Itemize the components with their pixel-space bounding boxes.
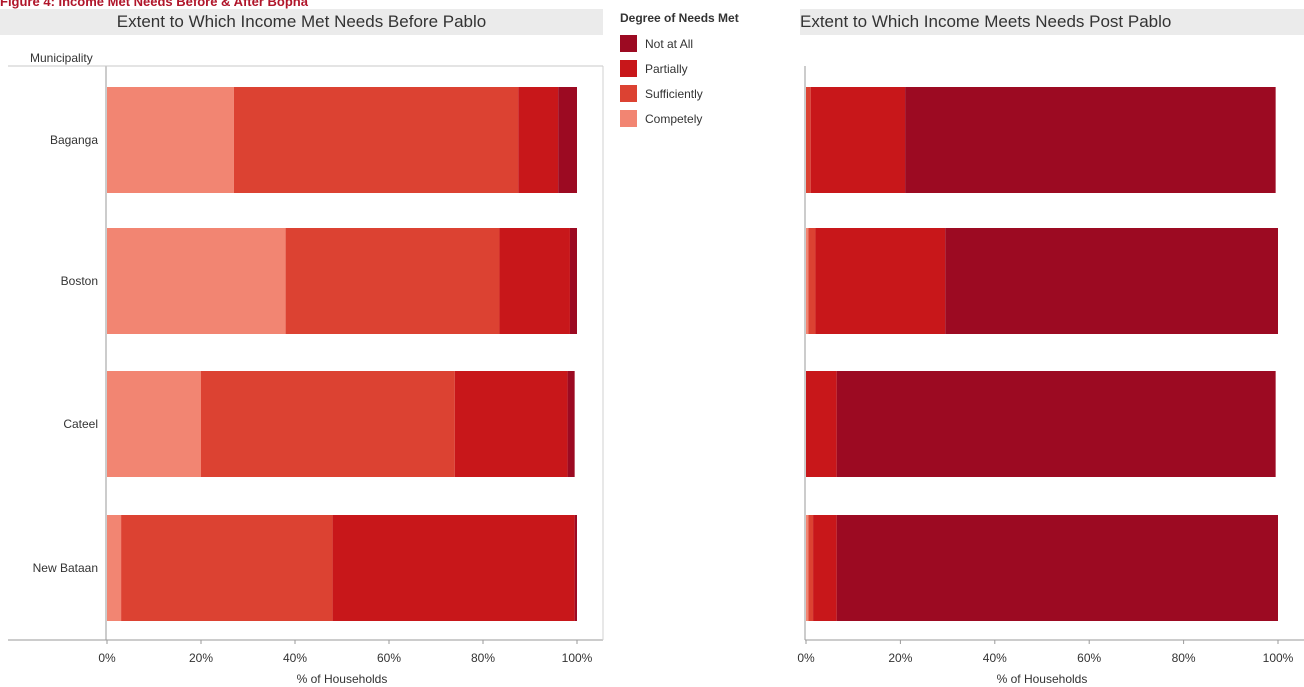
legend-item-not-at-all[interactable]: Not at All	[620, 31, 739, 56]
bar-segment-new-bataan-not-at-all	[574, 515, 577, 621]
bar-segment-baganga-partially	[810, 87, 906, 193]
figure-title: Figure 4: Income Met Needs Before & Afte…	[0, 0, 308, 9]
bar-segment-boston-not-at-all	[569, 228, 577, 334]
left-chart-title: Extent to Which Income Met Needs Before …	[0, 9, 603, 35]
x-tick-label: 40%	[283, 651, 307, 665]
before-chart: Baganga Boston Cateel New Bataan 0% 20% 40% 60%…	[8, 65, 604, 686]
x-tick-label: 80%	[1172, 651, 1196, 665]
legend-label: Not at All	[645, 36, 694, 51]
bar-segment-new-bataan-partially	[332, 515, 575, 621]
bar-segment-boston-sufficiently	[285, 228, 500, 334]
legend-item-partially[interactable]: Partially	[620, 56, 739, 81]
bar-segment-baganga-partially	[518, 87, 559, 193]
x-axis-title: % of Households	[297, 672, 388, 686]
bar-segment-new-bataan-sufficiently	[121, 515, 333, 621]
bar-segment-new-bataan-partially	[813, 515, 837, 621]
bar-segment-boston-competely	[806, 228, 809, 334]
bar-segment-new-bataan-competely	[107, 515, 122, 621]
x-tick-label: 0%	[98, 651, 116, 665]
bar-segment-boston-competely	[107, 228, 286, 334]
bar-segment-cateel-sufficiently	[201, 371, 455, 477]
category-label: Boston	[61, 274, 98, 288]
legend-swatch	[620, 85, 637, 102]
bar-segment-cateel-competely	[107, 371, 201, 477]
x-tick-label: 100%	[1263, 651, 1294, 665]
bar-segment-baganga-not-at-all	[905, 87, 1276, 193]
legend-label: Sufficiently	[645, 86, 703, 101]
x-axis-title: % of Households	[997, 672, 1088, 686]
bar-segment-cateel-partially	[806, 371, 837, 477]
bar-segment-cateel-partially	[454, 371, 568, 477]
x-tick-label: 20%	[189, 651, 213, 665]
bar-segment-boston-sufficiently	[808, 228, 816, 334]
legend-item-competely[interactable]: Competely	[620, 106, 739, 131]
x-tick-label: 60%	[1077, 651, 1101, 665]
bar-segment-baganga-competely	[107, 87, 234, 193]
bar-segment-baganga-not-at-all	[558, 87, 577, 193]
legend-title: Degree of Needs Met	[620, 11, 739, 25]
bar-segment-new-bataan-not-at-all	[836, 515, 1278, 621]
legend-swatch	[620, 110, 637, 127]
x-tick-label: 100%	[562, 651, 593, 665]
legend-swatch	[620, 35, 637, 52]
legend-label: Competely	[645, 111, 703, 126]
x-tick-label: 40%	[983, 651, 1007, 665]
legend-label: Partially	[645, 61, 688, 76]
bar-segment-baganga-sufficiently	[233, 87, 519, 193]
municipality-axis-header: Municipality	[30, 51, 93, 65]
legend-item-sufficiently[interactable]: Sufficiently	[620, 81, 739, 106]
bar-segment-boston-partially	[815, 228, 946, 334]
category-label: Cateel	[63, 417, 98, 431]
legend: Degree of Needs Met Not at All Partially…	[620, 11, 739, 131]
x-tick-label: 80%	[471, 651, 495, 665]
after-chart: 0% 20% 40% 60% 80% 100% % of Households	[797, 66, 1304, 686]
bar-segment-boston-partially	[499, 228, 570, 334]
legend-swatch	[620, 60, 637, 77]
category-label: Baganga	[50, 133, 98, 147]
x-tick-label: 20%	[888, 651, 912, 665]
bar-segment-cateel-not-at-all	[836, 371, 1276, 477]
bar-segment-cateel-not-at-all	[567, 371, 575, 477]
x-tick-label: 60%	[377, 651, 401, 665]
category-label: New Bataan	[33, 561, 98, 575]
bar-segment-new-bataan-sufficiently	[808, 515, 814, 621]
bar-segment-new-bataan-competely	[806, 515, 809, 621]
right-chart-title: Extent to Which Income Meets Needs Post …	[800, 9, 1304, 35]
bar-segment-boston-not-at-all	[945, 228, 1278, 334]
bar-segment-baganga-sufficiently	[806, 87, 811, 193]
x-tick-label: 0%	[797, 651, 815, 665]
